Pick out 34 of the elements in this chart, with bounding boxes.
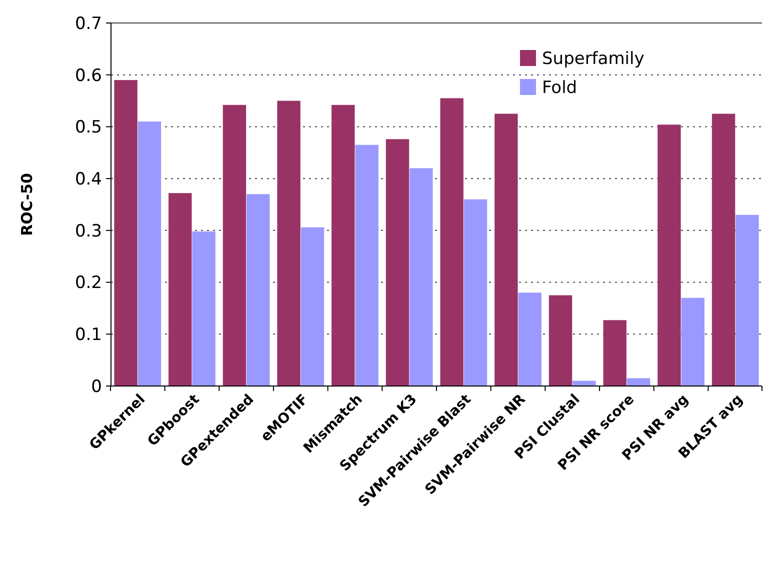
- bar: [603, 320, 626, 386]
- bar: [386, 139, 410, 386]
- bar: [494, 114, 518, 386]
- bar: [440, 98, 464, 386]
- bar: [277, 100, 300, 386]
- bar: [300, 227, 324, 386]
- bar: [246, 194, 270, 386]
- bar: [114, 80, 138, 386]
- bar: [332, 104, 355, 386]
- y-tick-label: 0.6: [74, 66, 102, 86]
- bar: [736, 214, 759, 386]
- bar: [518, 292, 542, 386]
- legend-label: Superfamily: [542, 48, 644, 69]
- y-tick-label: 0.1: [74, 325, 102, 346]
- y-tick-label: 0.4: [74, 170, 102, 190]
- bar: [712, 114, 736, 386]
- bar: [192, 231, 216, 386]
- bar: [626, 378, 650, 386]
- legend-label: Fold: [542, 78, 578, 98]
- bar: [222, 104, 246, 386]
- y-tick-label: 0.3: [74, 221, 102, 242]
- y-tick-label: 0: [91, 376, 102, 397]
- y-tick-label: 0.7: [74, 14, 102, 34]
- bar: [410, 168, 433, 386]
- bar: [464, 199, 488, 386]
- bar: [138, 122, 162, 386]
- bar: [548, 295, 572, 386]
- y-tick-label: 0.5: [74, 118, 102, 138]
- bar: [681, 298, 704, 386]
- bar: [355, 144, 378, 386]
- bar: [658, 124, 681, 386]
- bar: [168, 193, 192, 386]
- y-axis-title: ROC-50: [18, 173, 36, 236]
- y-tick-label: 0.2: [74, 273, 102, 294]
